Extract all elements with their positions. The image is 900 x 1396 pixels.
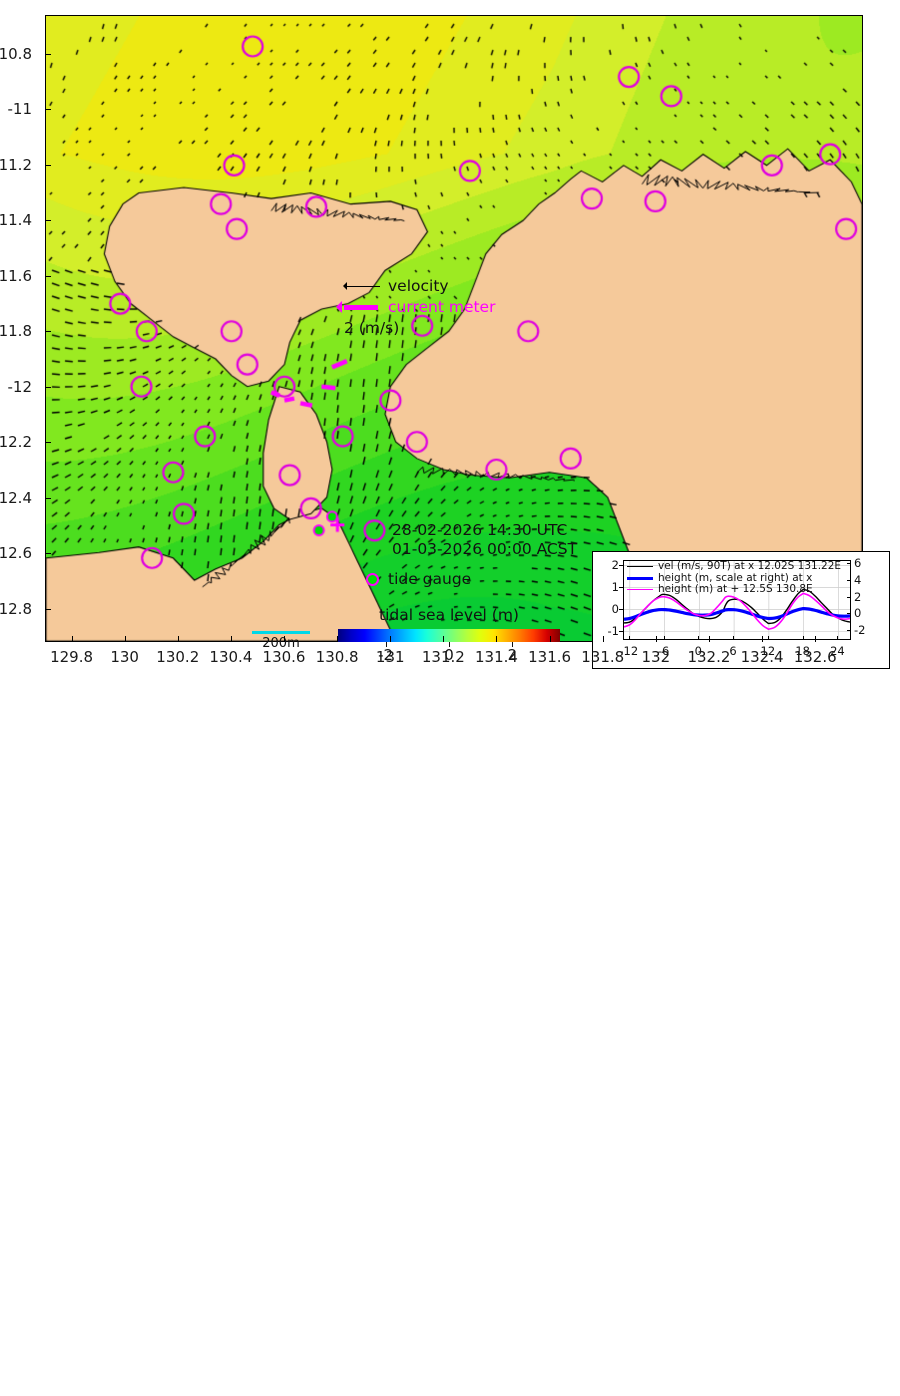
velocity-legend: velocity current meter 2 (m/s) (342, 276, 495, 337)
chart-ytick-mark (619, 565, 623, 566)
latitude-tick-mark (45, 553, 51, 554)
current-meter-arrow-icon (342, 301, 382, 315)
longitude-tick-label: 132.6 (775, 648, 855, 666)
longitude-tick-mark (603, 636, 604, 642)
longitude-tick-mark (178, 636, 179, 642)
chart-xtick-mark (733, 636, 734, 640)
chart-y2tick-mark (847, 580, 851, 581)
latitude-tick-label: -10.8 (0, 54, 32, 72)
timeseries-legend: vel (m/s, 90T) at x 12.02S 131.22E height… (627, 561, 841, 596)
longitude-tick-mark (709, 636, 710, 642)
latitude-tick-mark (45, 387, 51, 388)
velocity-legend-label: velocity (388, 279, 449, 295)
chart-ytick-label: 2 (595, 565, 619, 579)
velocity-legend-row: velocity (342, 276, 495, 297)
latitude-tick-label: -12.6 (0, 553, 32, 571)
longitude-tick-mark (72, 636, 73, 642)
latitude-tick-label: -11.6 (0, 276, 32, 294)
chart-legend-label: vel (m/s, 90T) at x 12.02S 131.22E (658, 561, 841, 573)
latitude-tick-label: -12.4 (0, 498, 32, 516)
chart-series-line (624, 609, 850, 620)
latitude-tick-mark (45, 276, 51, 277)
chart-y2tick-mark (847, 563, 851, 564)
timestamp-utc: 28-02-2026 14:30 UTC (392, 521, 577, 540)
figure-root: velocity current meter 2 (m/s) 28-02-202… (0, 0, 900, 698)
chart-y2tick-mark (847, 597, 851, 598)
longitude-tick-mark (496, 636, 497, 642)
velocity-scale-label: 2 (m/s) (342, 319, 495, 337)
chart-y2tick-mark (847, 630, 851, 631)
longitude-tick-mark (815, 636, 816, 642)
latitude-tick-mark (45, 609, 51, 610)
chart-y2tick-label: -2 (854, 630, 880, 644)
chart-legend-label: height (m) at + 12.5S 130.8E (658, 584, 813, 596)
latitude-tick-mark (45, 54, 51, 55)
longitude-tick-mark (284, 636, 285, 642)
chart-ytick-label: 0 (595, 609, 619, 623)
latitude-tick-mark (45, 220, 51, 221)
latitude-tick-label: -11.2 (0, 165, 32, 183)
latitude-tick-label: -12.8 (0, 609, 32, 627)
longitude-tick-mark (550, 636, 551, 642)
longitude-tick-mark (231, 636, 232, 642)
latitude-tick-label: -12.2 (0, 442, 32, 460)
chart-legend-swatch (627, 566, 653, 567)
chart-xtick-mark (837, 636, 838, 640)
current-meter-legend-label: current meter (388, 300, 495, 316)
chart-xtick-mark (664, 636, 665, 640)
chart-xtick-mark (768, 636, 769, 640)
latitude-tick-label: -11.8 (0, 331, 32, 349)
chart-legend-swatch (627, 577, 653, 580)
latitude-tick-label: -11 (0, 109, 32, 127)
colorbar-gradient (338, 629, 560, 642)
chart-xtick-mark (803, 636, 804, 640)
timestamp-block: 28-02-2026 14:30 UTC 01-03-2026 00:00 AC… (392, 521, 577, 559)
chart-legend-item: vel (m/s, 90T) at x 12.02S 131.22E (627, 561, 841, 573)
tide-gauge-legend: tide gauge (366, 570, 471, 588)
latitude-tick-mark (45, 165, 51, 166)
chart-xtick-mark (629, 636, 630, 640)
latitude-tick-mark (45, 331, 51, 332)
latitude-tick-label: -12 (0, 387, 32, 405)
colorbar-title: tidal sea level (m) (338, 606, 560, 624)
longitude-tick-mark (125, 636, 126, 642)
latitude-tick-mark (45, 109, 51, 110)
timestamp-acst: 01-03-2026 00:00 ACST (392, 540, 577, 559)
latitude-tick-mark (45, 442, 51, 443)
scale-bar-line (252, 631, 310, 634)
chart-legend-swatch (627, 589, 653, 590)
longitude-tick-mark (443, 636, 444, 642)
velocity-arrow-icon (342, 280, 382, 294)
tide-gauge-label: tide gauge (388, 570, 471, 588)
tide-gauge-icon (366, 573, 379, 586)
chart-ytick-mark (619, 631, 623, 632)
longitude-tick-mark (337, 636, 338, 642)
current-meter-legend-row: current meter (342, 297, 495, 318)
longitude-tick-mark (656, 636, 657, 642)
chart-xtick-mark (698, 636, 699, 640)
longitude-tick-mark (762, 636, 763, 642)
latitude-tick-mark (45, 498, 51, 499)
chart-ytick-mark (619, 587, 623, 588)
chart-ytick-label: 1 (595, 587, 619, 601)
chart-legend-item: height (m) at + 12.5S 130.8E (627, 584, 841, 596)
chart-y2tick-mark (847, 613, 851, 614)
latitude-tick-label: -11.4 (0, 220, 32, 238)
longitude-tick-mark (390, 636, 391, 642)
chart-ytick-mark (619, 609, 623, 610)
